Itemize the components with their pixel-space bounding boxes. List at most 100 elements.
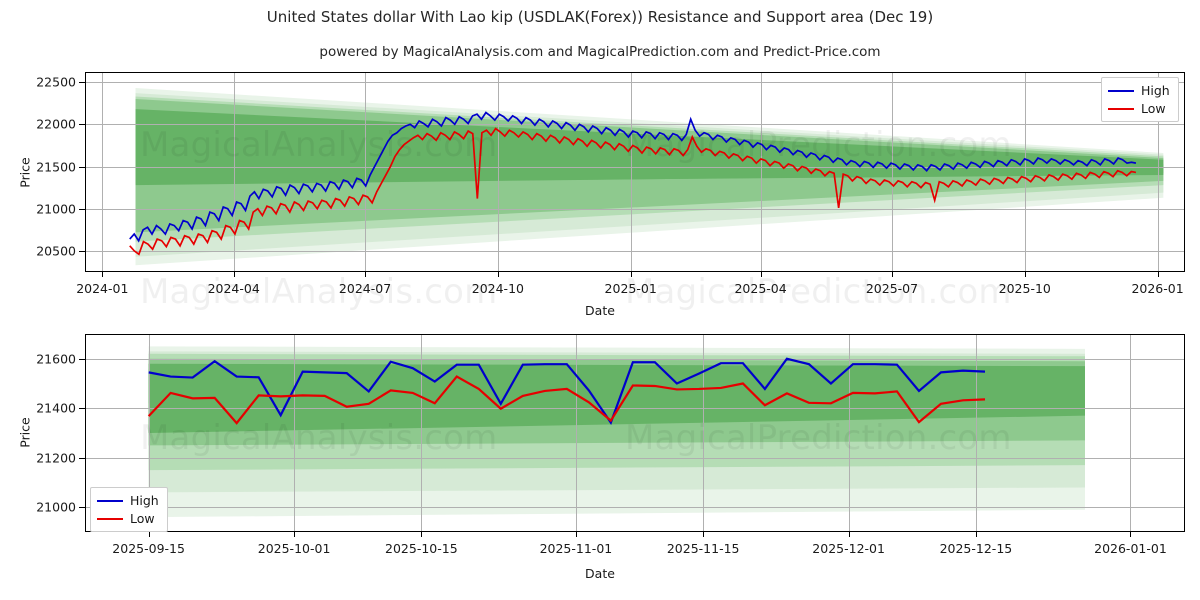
y-axis-tick-mark <box>79 208 85 210</box>
gridline-vertical <box>148 334 150 532</box>
x-axis-tick-label: 2025-12-15 <box>939 541 1013 556</box>
legend-line-swatch <box>1108 107 1134 110</box>
gridline-vertical <box>102 72 104 272</box>
gridline-horizontal <box>85 250 1185 252</box>
x-axis-tick-label: 2024-07 <box>338 281 392 296</box>
gridline-horizontal <box>85 358 1185 360</box>
x-axis-tick-label: 2025-10-01 <box>257 541 331 556</box>
legend-item[interactable]: High <box>1108 83 1170 98</box>
gridline-horizontal <box>85 408 1185 410</box>
gridline-horizontal <box>85 82 1185 84</box>
y-axis-tick-label: 22500 <box>36 74 76 90</box>
x-axis-tick-mark <box>703 532 705 537</box>
y-axis-tick-label: 21200 <box>36 450 76 466</box>
support-resistance-band <box>135 163 1164 186</box>
x-axis-tick-mark <box>1130 532 1132 537</box>
y-axis-tick-mark <box>79 124 85 126</box>
gridline-vertical <box>575 334 577 532</box>
page-subtitle: powered by MagicalAnalysis.com and Magic… <box>319 44 881 60</box>
legend-line-swatch <box>97 499 123 502</box>
x-axis-tick-mark <box>1024 272 1026 277</box>
x-axis-tick-label: 2025-04 <box>734 281 787 296</box>
legend-item[interactable]: High <box>97 493 159 508</box>
x-axis-tick-label: 2024-04 <box>207 281 260 296</box>
y-axis-tick-label: 22000 <box>36 116 76 132</box>
overview-plot-area <box>85 72 1185 272</box>
gridline-vertical <box>1157 72 1159 272</box>
overview-legend[interactable]: High Low <box>1101 77 1179 122</box>
x-axis-tick-label: 2025-10 <box>998 281 1051 296</box>
legend-item-label: High <box>1141 83 1170 98</box>
gridline-vertical <box>760 72 762 272</box>
x-axis-tick-mark <box>294 532 296 537</box>
gridline-vertical <box>1130 334 1132 532</box>
x-axis-tick-mark <box>148 532 150 537</box>
x-axis-tick-label: 2025-01 <box>604 281 657 296</box>
gridline-vertical <box>703 334 705 532</box>
x-axis-tick-mark <box>233 272 235 277</box>
gridline-vertical <box>630 72 632 272</box>
x-axis-tick-mark <box>575 532 577 537</box>
x-axis-tick-mark <box>421 532 423 537</box>
x-axis-tick-mark <box>497 272 499 277</box>
legend-line-swatch <box>1108 89 1134 92</box>
x-axis-tick-mark <box>891 272 893 277</box>
y-axis-tick-mark <box>79 358 85 360</box>
zoom-chart-panel <box>85 334 1185 532</box>
y-axis-tick-label: 21600 <box>36 351 76 367</box>
x-axis-tick-label: 2025-07 <box>865 281 919 296</box>
zoom-ylabel: Price <box>17 417 33 448</box>
legend-item-label: Low <box>1141 101 1166 116</box>
gridline-vertical <box>848 334 850 532</box>
zoom-plot-area <box>85 334 1185 532</box>
x-axis-tick-label: 2025-11-15 <box>666 541 740 556</box>
y-axis-tick-label: 21500 <box>36 159 76 174</box>
series-line-low <box>129 127 1137 256</box>
series-line-high <box>129 111 1137 243</box>
gridline-vertical <box>233 72 235 272</box>
overview-xlabel: Date <box>585 303 615 318</box>
x-axis-tick-mark <box>365 272 367 277</box>
x-axis-tick-mark <box>630 272 632 277</box>
series-layer-group <box>129 111 1137 256</box>
legend-item-label: Low <box>130 511 155 526</box>
x-axis-tick-mark <box>975 532 977 537</box>
gridline-vertical <box>975 334 977 532</box>
gridline-horizontal <box>85 124 1185 126</box>
x-axis-tick-label: 2024-10 <box>471 281 524 296</box>
overview-ylabel: Price <box>17 157 33 188</box>
legend-item[interactable]: Low <box>1108 101 1170 116</box>
legend-item[interactable]: Low <box>97 511 159 526</box>
series-line-low <box>147 375 986 425</box>
overview-chart-panel <box>85 72 1185 272</box>
gridline-horizontal <box>85 166 1185 168</box>
y-axis-tick-label: 21000 <box>36 499 76 515</box>
y-axis-tick-mark <box>79 82 85 84</box>
series-layer-group <box>147 357 986 425</box>
zoom-xlabel: Date <box>585 566 615 581</box>
x-axis-tick-mark <box>760 272 762 277</box>
x-axis-tick-mark <box>1157 272 1159 277</box>
x-axis-tick-label: 2026-01-01 <box>1094 541 1167 556</box>
y-axis-tick-mark <box>79 166 85 168</box>
gridline-vertical <box>1024 72 1026 272</box>
y-axis-tick-mark <box>79 507 85 509</box>
legend-line-swatch <box>97 517 123 520</box>
gridline-vertical <box>365 72 367 272</box>
y-axis-tick-label: 21000 <box>36 201 76 217</box>
legend-item-label: High <box>130 493 159 508</box>
y-axis-tick-mark <box>79 457 85 459</box>
gridline-vertical <box>421 334 423 532</box>
x-axis-tick-mark <box>102 272 104 277</box>
zoom-legend[interactable]: High Low <box>90 487 168 532</box>
x-axis-tick-mark <box>848 532 850 537</box>
gridline-vertical <box>891 72 893 272</box>
y-axis-tick-mark <box>79 250 85 252</box>
y-axis-tick-label: 21400 <box>36 400 76 416</box>
gridline-vertical <box>294 334 296 532</box>
gridline-vertical <box>497 72 499 272</box>
x-axis-tick-label: 2025-12-01 <box>812 541 885 556</box>
series-line-high <box>148 357 986 425</box>
gridline-horizontal <box>85 507 1185 509</box>
